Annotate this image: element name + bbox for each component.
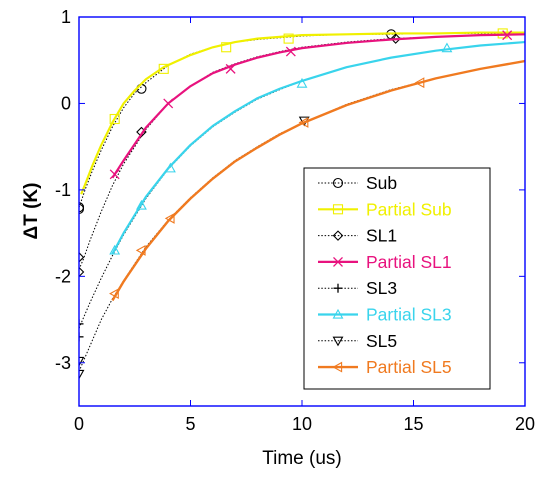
legend-entry: Sub <box>318 173 397 193</box>
data-point <box>79 266 85 278</box>
data-point <box>502 30 513 41</box>
y-tick-label: 1 <box>61 7 71 27</box>
legend-label: Partial SL1 <box>366 252 452 272</box>
legend-label: SL5 <box>366 331 397 351</box>
data-point <box>109 169 120 180</box>
axis-layer: 0 5 10 15 20 -3 -2 -1 0 1 <box>55 7 535 434</box>
data-point <box>79 203 85 214</box>
x-tick-label: 10 <box>292 414 312 434</box>
data-point <box>109 244 121 255</box>
legend-label: Sub <box>366 173 397 193</box>
x-tick-label: 0 <box>74 414 84 434</box>
legend-entry: SL3 <box>318 278 397 298</box>
data-point <box>390 33 401 44</box>
data-point <box>79 332 84 342</box>
legend-marker <box>332 336 344 347</box>
legend-entry: SL5 <box>318 331 397 351</box>
data-point <box>164 212 175 224</box>
data-point <box>135 244 146 256</box>
legend-marker <box>332 308 344 319</box>
data-point <box>497 28 508 39</box>
data-point <box>164 162 176 173</box>
y-tick-label: -2 <box>55 266 71 286</box>
legend-label: Partial SL5 <box>366 357 452 377</box>
series-line <box>111 33 525 179</box>
legend-marker <box>332 177 344 189</box>
data-point <box>221 42 232 53</box>
legend-entry: Partial SL5 <box>318 357 452 377</box>
x-axis-label: Time (us) <box>262 448 342 469</box>
legend-entry: Partial Sub <box>318 199 452 219</box>
data-point <box>79 319 84 329</box>
data-point <box>414 77 425 89</box>
legend: Sub Partial Sub SL1 Partial SL1 SL3 Partial S… <box>303 167 491 390</box>
series-layer <box>79 28 525 380</box>
data-point <box>79 369 85 380</box>
data-point <box>79 252 85 263</box>
y-tick-label: -1 <box>55 180 71 200</box>
legend-entry: Partial SL1 <box>318 252 452 272</box>
data-point <box>136 199 147 210</box>
series-line <box>111 59 525 302</box>
x-tick-label: 15 <box>403 414 423 434</box>
legend-marker <box>332 230 344 241</box>
y-tick-label: -3 <box>55 353 71 373</box>
data-point <box>109 288 119 300</box>
legend-marker <box>333 256 343 267</box>
legend-items: Sub Partial Sub SL1 Partial SL1 SL3 Partial S… <box>318 173 452 377</box>
legend-marker <box>332 204 344 215</box>
x-tick-label: 5 <box>185 414 195 434</box>
legend-label: SL1 <box>366 226 397 246</box>
x-tick-label: 20 <box>515 414 535 434</box>
legend-label: Partial SL3 <box>366 305 452 325</box>
legend-marker <box>333 283 343 293</box>
series-line <box>80 31 525 195</box>
legend-marker <box>332 361 343 373</box>
legend-entry: Partial SL3 <box>318 305 452 325</box>
data-point <box>283 33 294 44</box>
data-point <box>285 46 296 57</box>
legend-label: SL3 <box>366 278 397 298</box>
series-partial-sl5 <box>109 59 525 302</box>
series-partial-sl1 <box>109 30 525 180</box>
series-line <box>111 40 525 255</box>
data-point <box>163 98 174 109</box>
data-point <box>225 63 236 74</box>
data-point <box>441 42 453 53</box>
data-point <box>298 117 309 128</box>
legend-label: Partial Sub <box>366 199 452 219</box>
data-point <box>296 77 308 88</box>
data-point <box>79 356 85 367</box>
y-axis-label: ΔT (K) <box>21 183 42 240</box>
y-tick-label: 0 <box>61 93 71 113</box>
series-partial-sub <box>80 28 525 195</box>
series-partial-sl3 <box>109 40 525 255</box>
legend-entry: SL1 <box>318 226 397 246</box>
data-point <box>109 113 120 125</box>
data-point <box>158 63 169 74</box>
